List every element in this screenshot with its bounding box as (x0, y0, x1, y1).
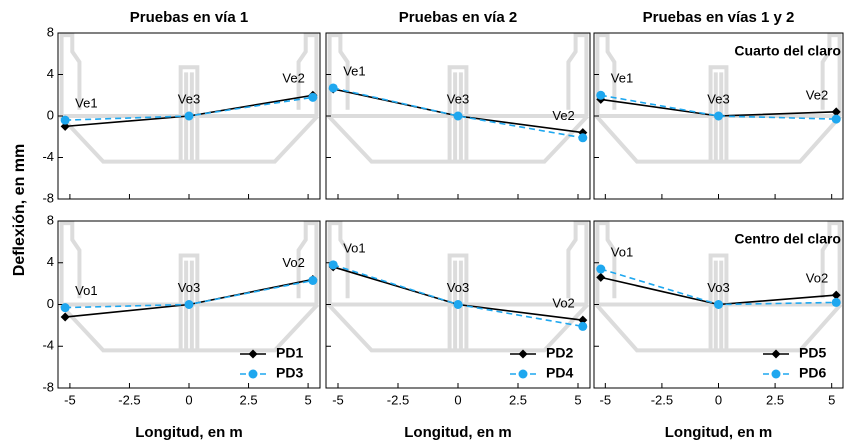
point (184, 111, 194, 121)
point-label: Ve1 (611, 71, 633, 86)
x-tick-label: -2.5 (387, 392, 409, 407)
point (714, 111, 723, 121)
legend-label: PD5 (799, 345, 826, 361)
point (60, 312, 70, 322)
x-tick-label: -2.5 (651, 392, 673, 407)
legend-marker (518, 369, 528, 379)
point (60, 115, 70, 125)
x-tick-label: 0 (454, 392, 461, 407)
y-axis-label: Deflexión, en mm (11, 144, 28, 276)
x-tick-label: 5 (574, 392, 581, 407)
y-tick-label: 8 (47, 24, 54, 39)
point (831, 107, 841, 117)
point (308, 275, 318, 285)
point-label: Ve3 (707, 91, 729, 106)
x-tick-label: 5 (828, 392, 835, 407)
legend-marker (771, 369, 781, 379)
point (328, 260, 338, 270)
legend-marker (518, 349, 528, 359)
point-label: Vo1 (343, 240, 365, 255)
x-tick-label: 2.5 (240, 392, 258, 407)
point (714, 300, 723, 309)
y-tick-label: -8 (42, 190, 54, 205)
point-label: Vo3 (447, 280, 469, 295)
point-label: Vo3 (178, 280, 200, 295)
point-label: Vo2 (552, 296, 574, 311)
legend-label: PD2 (546, 345, 573, 361)
legend-marker (248, 369, 258, 379)
point-label: Ve3 (447, 91, 469, 106)
y-tick-label: -8 (42, 379, 54, 394)
panel-annotation: Centro del claro (734, 231, 841, 247)
point-label: Vo1 (611, 244, 633, 259)
y-tick-label: -4 (42, 149, 54, 164)
y-tick-label: 4 (47, 254, 54, 269)
point (453, 111, 463, 121)
y-tick-label: 0 (47, 107, 54, 122)
point-label: Ve1 (75, 96, 97, 111)
legend-marker (248, 349, 258, 359)
point (596, 264, 606, 274)
point (831, 297, 841, 307)
legend-marker (771, 349, 781, 359)
y-tick-label: 0 (47, 296, 54, 311)
point (831, 290, 841, 300)
point (60, 303, 70, 313)
point (453, 300, 463, 309)
panel-title: Pruebas en vías 1 y 2 (643, 9, 795, 26)
point-label: Ve1 (343, 63, 365, 78)
y-tick-label: 8 (47, 212, 54, 227)
x-tick-label: -5 (332, 392, 344, 407)
x-axis-label: Longitud, en m (135, 424, 242, 441)
panel-title: Pruebas en vía 1 (130, 9, 248, 26)
x-axis-label: Longitud, en m (404, 424, 511, 441)
point-label: Ve2 (552, 108, 574, 123)
x-tick-label: 5 (304, 392, 311, 407)
x-tick-label: -5 (64, 392, 76, 407)
point-label: Ve3 (178, 91, 200, 106)
legend-label: PD4 (546, 365, 573, 381)
point-label: Vo3 (707, 280, 729, 295)
x-tick-label: 0 (185, 392, 192, 407)
x-tick-label: 0 (715, 392, 722, 407)
x-tick-label: -2.5 (118, 392, 140, 407)
point (831, 114, 841, 124)
x-axis-label: Longitud, en m (665, 424, 772, 441)
point (596, 90, 606, 100)
panel-annotation: Cuarto del claro (734, 43, 841, 59)
x-tick-label: 2.5 (509, 392, 527, 407)
x-tick-label: 2.5 (766, 392, 784, 407)
series-line (333, 87, 583, 139)
legend-label: PD1 (276, 345, 303, 361)
point-label: Vo2 (282, 255, 304, 270)
legend-label: PD6 (799, 365, 826, 381)
point (184, 300, 194, 309)
legend-label: PD3 (276, 365, 303, 381)
point-label: Vo1 (75, 283, 97, 298)
point-label: Ve2 (282, 71, 304, 86)
point-label: Vo2 (806, 271, 828, 286)
point (308, 92, 318, 102)
x-tick-label: -5 (600, 392, 612, 407)
point (578, 315, 588, 325)
y-tick-label: -4 (42, 338, 54, 353)
series-line (332, 264, 583, 328)
panel-title: Pruebas en vía 2 (399, 9, 517, 26)
point (578, 321, 588, 331)
point-label: Ve2 (806, 87, 828, 102)
point (596, 272, 606, 282)
point (60, 121, 70, 131)
y-tick-label: 4 (47, 66, 54, 81)
point (578, 133, 588, 143)
point (328, 83, 338, 93)
